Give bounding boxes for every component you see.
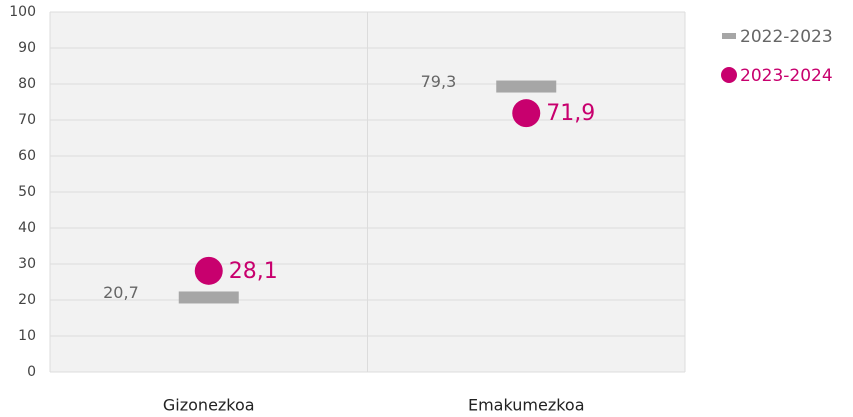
y-tick-label: 100 <box>9 4 36 20</box>
y-tick-label: 80 <box>18 76 36 92</box>
y-tick-label: 90 <box>18 40 36 56</box>
y-tick-label: 0 <box>27 364 36 380</box>
dash-marker <box>178 291 239 304</box>
y-tick-label: 10 <box>18 328 36 344</box>
dot-marker <box>194 256 223 285</box>
legend-label: 2022-2023 <box>740 27 833 47</box>
y-tick-label: 60 <box>18 148 36 164</box>
y-tick-label: 20 <box>18 292 36 308</box>
x-tick-label: Emakumezkoa <box>468 396 585 415</box>
y-tick-label: 30 <box>18 256 36 272</box>
y-tick-label: 50 <box>18 184 36 200</box>
value-label: 79,3 <box>421 72 457 91</box>
dash-marker <box>496 80 557 93</box>
legend-swatch <box>722 33 736 39</box>
value-label: 71,9 <box>546 101 595 126</box>
value-label: 20,7 <box>103 283 139 302</box>
y-tick-label: 70 <box>18 112 36 128</box>
y-tick-label: 40 <box>18 220 36 236</box>
value-label: 28,1 <box>229 259 278 284</box>
legend-swatch <box>721 67 737 83</box>
x-tick-label: Gizonezkoa <box>163 396 255 415</box>
dot-marker <box>512 99 541 128</box>
legend-label: 2023-2024 <box>740 66 833 86</box>
